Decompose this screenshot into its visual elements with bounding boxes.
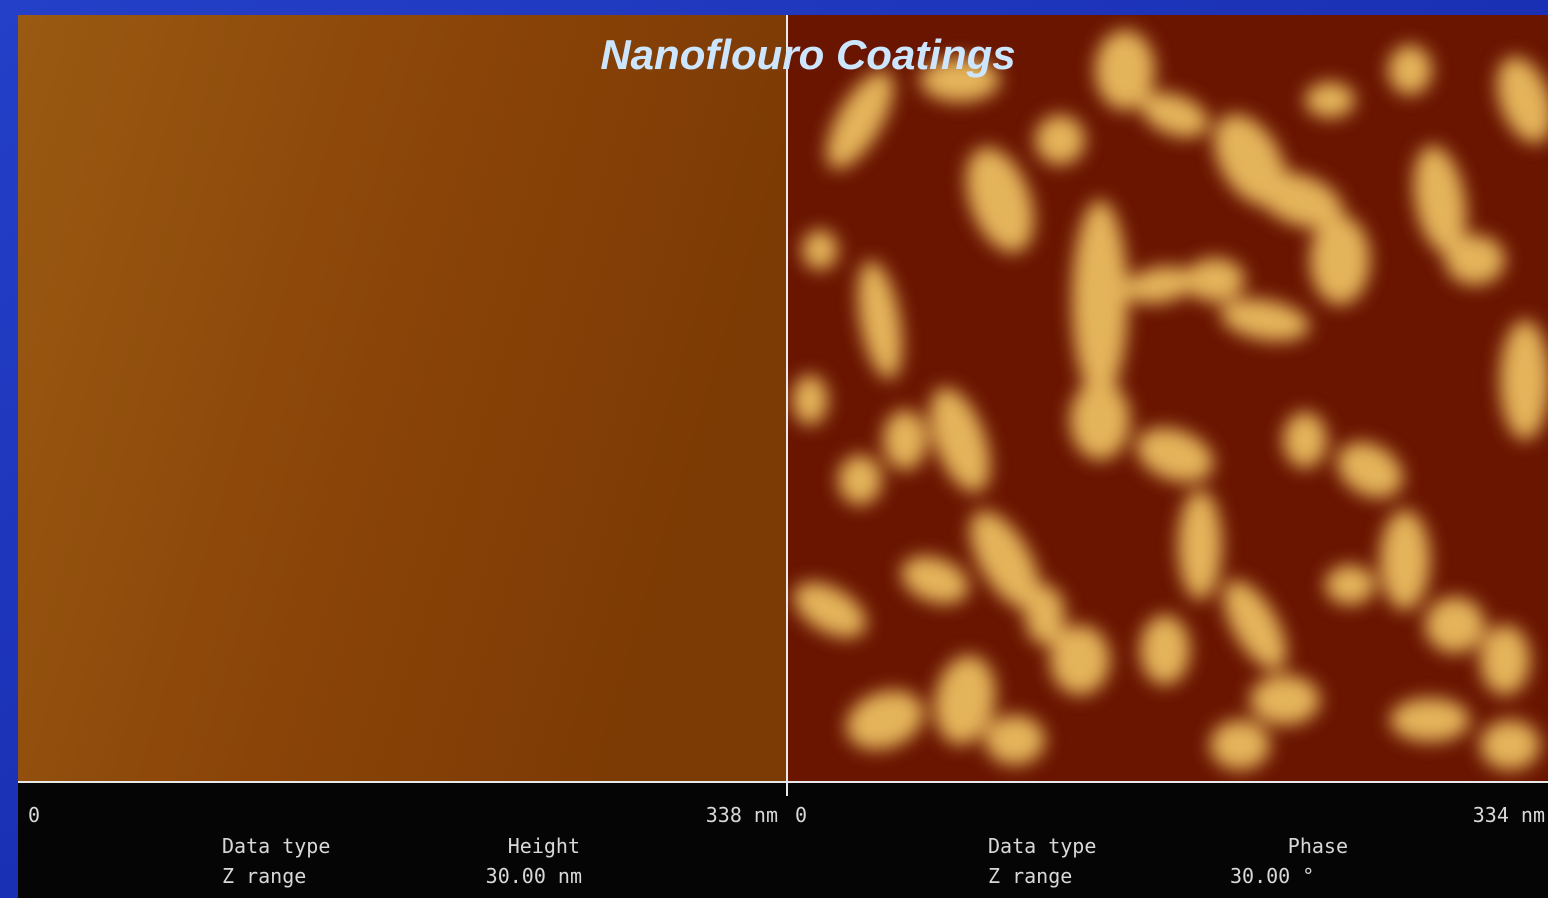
phase-domain xyxy=(1480,625,1530,695)
phase-domain xyxy=(1283,412,1327,468)
phase-domain xyxy=(1388,45,1432,95)
phase-domain xyxy=(838,455,882,505)
phase-domain xyxy=(1380,510,1430,610)
label: Data type xyxy=(222,834,330,858)
phase-domain xyxy=(1178,490,1222,600)
title: Nanoflouro Coatings xyxy=(600,31,1015,78)
phase-domain xyxy=(1072,200,1128,400)
phase-domain xyxy=(1185,258,1245,302)
phase-domain xyxy=(1480,720,1540,770)
value: 30.00 ° xyxy=(1230,864,1314,888)
phase-domain xyxy=(802,230,838,270)
label: Z range xyxy=(222,864,306,888)
phase-domain xyxy=(1390,698,1470,742)
scale-start: 0 xyxy=(28,803,40,827)
phase-domain xyxy=(1500,320,1548,440)
value: 30.00 nm xyxy=(486,864,582,888)
phase-domain xyxy=(883,410,927,470)
phase-domain xyxy=(1445,235,1505,285)
phase-domain xyxy=(1025,585,1065,645)
value: Height xyxy=(508,834,580,858)
label: Z range xyxy=(988,864,1072,888)
phase-domain xyxy=(1425,597,1485,653)
slide: Nanoflouro Coatings 0 338 nm Data type H… xyxy=(0,0,1548,898)
scale-end: 338 nm xyxy=(706,803,778,827)
scale-end: 334 nm xyxy=(1473,803,1545,827)
phase-domain xyxy=(1310,215,1370,305)
height-image xyxy=(18,15,787,782)
phase-domain xyxy=(1305,82,1355,118)
value: Phase xyxy=(1288,834,1348,858)
phase-domain xyxy=(1250,675,1320,725)
phase-domain xyxy=(985,715,1045,765)
phase-domain xyxy=(1210,720,1270,770)
phase-domain xyxy=(1070,380,1130,460)
phase-domain xyxy=(1325,565,1375,605)
label: Data type xyxy=(988,834,1096,858)
phase-domain xyxy=(1140,615,1190,685)
phase-domain xyxy=(1035,115,1085,165)
scale-start: 0 xyxy=(795,803,807,827)
phase-domain xyxy=(792,375,828,425)
